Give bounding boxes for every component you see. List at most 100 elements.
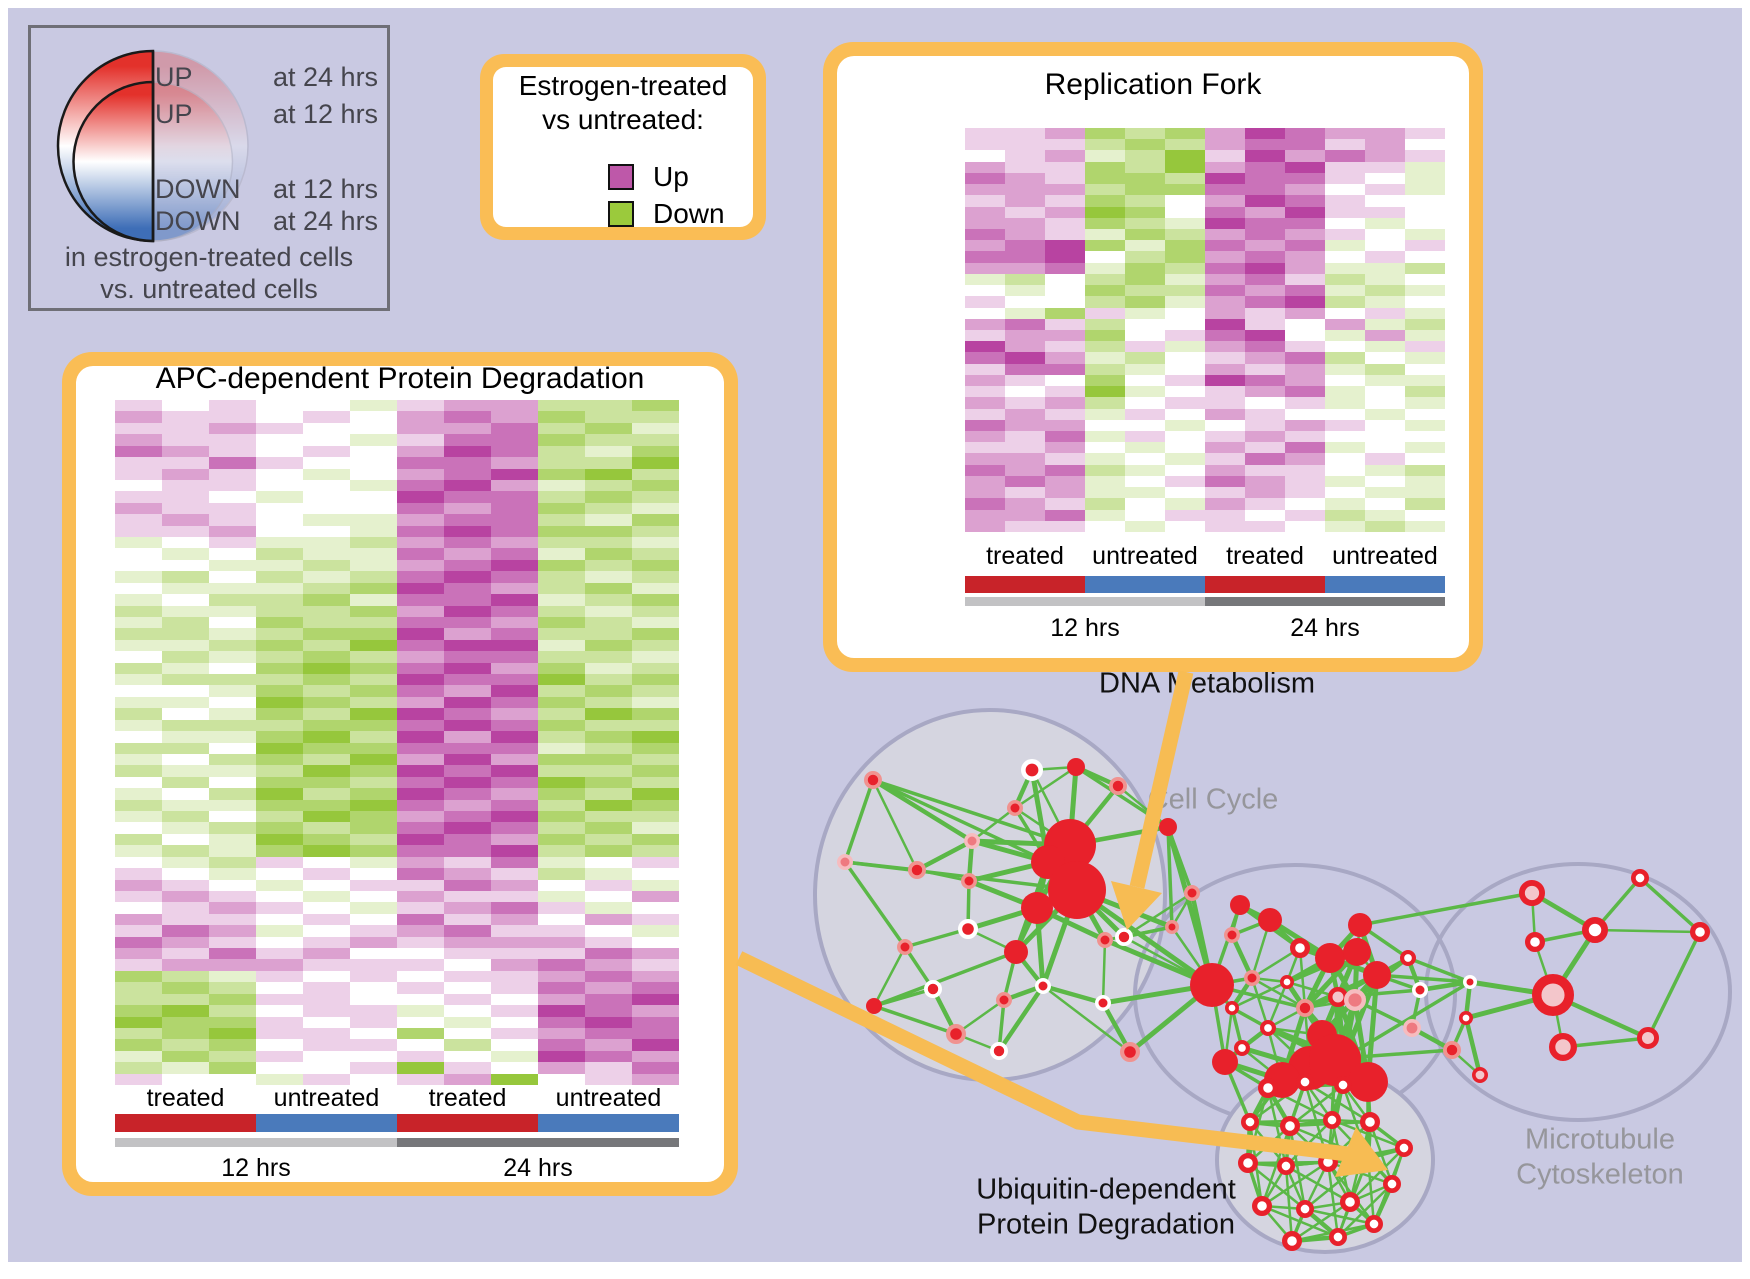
heatmap-cell (1325, 184, 1365, 196)
heatmap-cell (162, 514, 209, 526)
heatmap-cell (1205, 363, 1245, 375)
gene-node (1224, 927, 1240, 943)
heatmap-cell (350, 708, 397, 720)
heatmap-cell (1285, 442, 1325, 454)
network-edge (871, 779, 919, 871)
heatmap-cell (632, 799, 679, 811)
heatmap-cell (491, 959, 538, 971)
heatmap-cell (303, 731, 350, 743)
heatmap-cell (1125, 229, 1165, 241)
heatmap-cell (209, 479, 256, 492)
heatmap-cell (965, 498, 1005, 510)
heatmap-cell (162, 890, 209, 903)
heatmap-cell (1245, 307, 1285, 319)
heatmap-cell (1205, 262, 1245, 274)
heatmap-cell (1005, 487, 1045, 499)
heatmap-cell (1165, 172, 1205, 185)
heatmap-cell (397, 822, 444, 834)
heatmap-cell (585, 890, 632, 903)
heatmap-cell (162, 913, 209, 926)
heatmap-cell (1245, 363, 1285, 375)
heatmap-cell (303, 948, 350, 960)
heatmap-cell (303, 1027, 350, 1040)
heatmap-cell (303, 457, 350, 469)
heatmap-cell (585, 514, 632, 526)
heatmap-cell (115, 662, 162, 674)
heatmap-cell (1405, 229, 1445, 241)
heatmap-cell (1085, 464, 1125, 476)
heatmap-cell (1205, 229, 1245, 241)
heatmap-cell (538, 788, 585, 800)
heatmap-cell (1245, 431, 1285, 443)
heatmap-cell (115, 982, 162, 994)
heatmap-cell (1285, 150, 1325, 162)
heatmap-cell (115, 514, 162, 526)
ring-legend-circles (56, 49, 249, 243)
heatmap-cell (444, 959, 491, 971)
heatmap-cell (444, 879, 491, 891)
heatmap-cell (965, 296, 1005, 308)
heatmap-cell (1405, 330, 1445, 342)
heatmap-cell (350, 753, 397, 766)
treatment-group-label: untreated (1332, 542, 1438, 570)
heatmap-cell (491, 639, 538, 652)
heatmap-cell (303, 845, 350, 857)
heatmap-cell (115, 548, 162, 560)
gene-node (1636, 1026, 1659, 1049)
heatmap-cell (444, 913, 491, 926)
treatment-color-bar (115, 1114, 256, 1132)
heatmap-cell (1365, 296, 1405, 308)
heatmap-cell (209, 674, 256, 686)
heatmap-cell (397, 993, 444, 1006)
network-edge (1261, 1160, 1329, 1208)
heatmap-cell (632, 742, 679, 754)
heatmap-cell (162, 616, 209, 629)
heatmap-cell (1085, 374, 1125, 387)
heatmap-cell (115, 868, 162, 880)
heatmap-cell (585, 685, 632, 697)
treatment-color-bar (1085, 576, 1205, 593)
heatmap-cell (1325, 509, 1365, 521)
heatmap-cell (256, 1039, 303, 1051)
heatmap-cell (209, 639, 256, 652)
heatmap-cell (1125, 498, 1165, 510)
heatmap-cell (256, 479, 303, 492)
heatmap-cell (538, 514, 585, 526)
apc-degradation-panel: treated untreated treated untreated 12 hrs 24… (62, 352, 738, 1196)
heatmap-cell (965, 408, 1005, 420)
heatmap-cell (1005, 217, 1045, 229)
heatmap-cell (1165, 498, 1205, 510)
heatmap-cell (397, 856, 444, 869)
heatmap-cell (538, 993, 585, 1006)
heatmap-cell (444, 537, 491, 549)
heatmap-cell (632, 434, 679, 446)
heatmap-cell (1205, 487, 1245, 499)
heatmap-cell (1165, 509, 1205, 521)
gene-node (1443, 1041, 1462, 1060)
timepoint-label: 12 hrs (221, 1154, 291, 1182)
heatmap-cell (1125, 386, 1165, 398)
heatmap-cell (538, 616, 585, 629)
heatmap-cell (965, 139, 1005, 151)
gene-node (1348, 913, 1372, 937)
heatmap-cell (303, 651, 350, 663)
gene-node (1524, 931, 1545, 952)
heatmap-cell (1405, 307, 1445, 319)
heatmap-cell (115, 856, 162, 869)
heatmap-cell (444, 788, 491, 800)
heatmap-cell (632, 936, 679, 948)
heatmap-cell (397, 400, 444, 412)
heatmap-cell (444, 422, 491, 435)
heatmap-cell (632, 685, 679, 697)
heatmap-cell (1245, 520, 1285, 532)
heatmap-cell (350, 594, 397, 606)
heatmap-cell (303, 890, 350, 903)
gene-node (1689, 921, 1710, 942)
heatmap-cell (303, 479, 350, 492)
heatmap-cell (1365, 318, 1405, 330)
heatmap-cell (397, 434, 444, 446)
heatmap-cell (115, 1073, 162, 1085)
heatmap-cell (303, 616, 350, 629)
heatmap-cell (209, 993, 256, 1006)
heatmap-cell (162, 936, 209, 948)
